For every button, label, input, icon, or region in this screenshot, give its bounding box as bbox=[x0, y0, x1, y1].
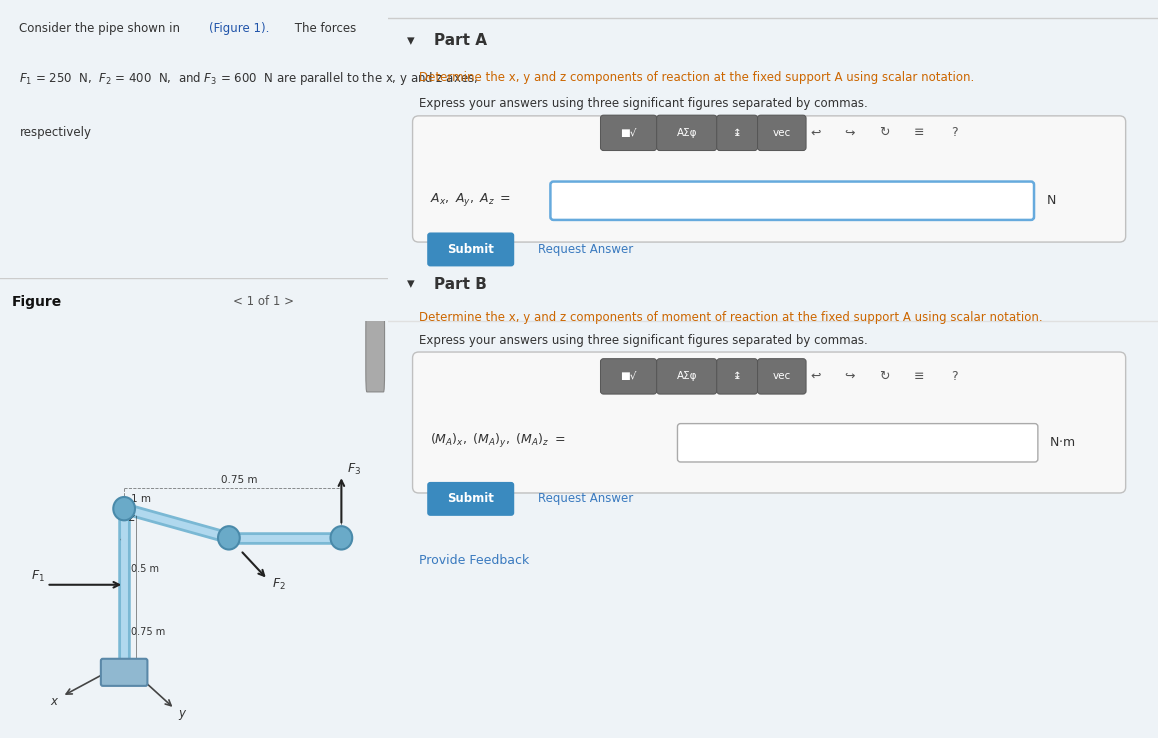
Text: Submit: Submit bbox=[447, 492, 493, 506]
Text: ▾: ▾ bbox=[408, 277, 415, 292]
FancyBboxPatch shape bbox=[427, 232, 514, 266]
Text: Provide Feedback: Provide Feedback bbox=[419, 554, 529, 568]
FancyBboxPatch shape bbox=[601, 359, 657, 394]
Text: ?: ? bbox=[951, 370, 958, 383]
Text: $F_1$: $F_1$ bbox=[31, 569, 45, 584]
Text: ↩: ↩ bbox=[811, 126, 821, 139]
Text: ↪: ↪ bbox=[844, 126, 856, 139]
Text: Request Answer: Request Answer bbox=[538, 492, 633, 506]
Text: $F_3$: $F_3$ bbox=[347, 462, 361, 477]
Text: $F_1$ = 250  N,  $F_2$ = 400  N,  and $F_3$ = 600  N are parallel to the x, y an: $F_1$ = 250 N, $F_2$ = 400 N, and $F_3$ … bbox=[20, 70, 478, 87]
Text: Part B: Part B bbox=[434, 277, 488, 292]
Text: ▾: ▾ bbox=[408, 33, 415, 48]
FancyBboxPatch shape bbox=[657, 115, 717, 151]
Text: y: y bbox=[178, 707, 185, 720]
FancyBboxPatch shape bbox=[412, 116, 1126, 242]
Text: vec: vec bbox=[772, 371, 791, 382]
FancyBboxPatch shape bbox=[412, 352, 1126, 493]
FancyBboxPatch shape bbox=[550, 182, 1034, 220]
Text: ↨: ↨ bbox=[733, 128, 741, 138]
Text: ΑΣφ: ΑΣφ bbox=[676, 371, 697, 382]
Text: z: z bbox=[129, 511, 134, 524]
FancyBboxPatch shape bbox=[657, 359, 717, 394]
Text: 0.75 m: 0.75 m bbox=[131, 627, 166, 637]
FancyBboxPatch shape bbox=[101, 659, 147, 686]
Text: 0.75 m: 0.75 m bbox=[221, 475, 257, 485]
Text: ↨: ↨ bbox=[733, 371, 741, 382]
Circle shape bbox=[113, 497, 135, 520]
FancyBboxPatch shape bbox=[601, 115, 657, 151]
Text: $(M_A)_x,\ (M_A)_y,\ (M_A)_z\ =$: $(M_A)_x,\ (M_A)_y,\ (M_A)_z\ =$ bbox=[431, 432, 566, 450]
Text: $A_x,\ A_y,\ A_z\ =$: $A_x,\ A_y,\ A_z\ =$ bbox=[431, 190, 512, 208]
Text: Determine the x, y and z components of reaction at the fixed support A using sca: Determine the x, y and z components of r… bbox=[419, 71, 974, 84]
Circle shape bbox=[330, 526, 352, 550]
Text: Part A: Part A bbox=[434, 33, 488, 48]
FancyBboxPatch shape bbox=[717, 115, 757, 151]
FancyBboxPatch shape bbox=[427, 482, 514, 516]
Text: Express your answers using three significant figures separated by commas.: Express your answers using three signifi… bbox=[419, 97, 867, 110]
Text: N$\cdot$m: N$\cdot$m bbox=[1049, 436, 1075, 449]
Text: 0.5 m: 0.5 m bbox=[131, 565, 159, 574]
Text: ■√: ■√ bbox=[621, 371, 637, 382]
Circle shape bbox=[218, 526, 240, 550]
Text: respectively: respectively bbox=[20, 126, 91, 139]
Text: N: N bbox=[1047, 194, 1056, 207]
Text: ↪: ↪ bbox=[844, 370, 856, 383]
Text: Express your answers using three significant figures separated by commas.: Express your answers using three signifi… bbox=[419, 334, 867, 348]
Text: ↻: ↻ bbox=[879, 126, 889, 139]
Text: ≡: ≡ bbox=[914, 370, 924, 383]
Text: The forces: The forces bbox=[291, 22, 357, 35]
Text: ↻: ↻ bbox=[879, 370, 889, 383]
Text: 1 m: 1 m bbox=[131, 494, 152, 504]
Text: vec: vec bbox=[772, 128, 791, 138]
Text: ↩: ↩ bbox=[811, 370, 821, 383]
Text: ≡: ≡ bbox=[914, 126, 924, 139]
FancyBboxPatch shape bbox=[717, 359, 757, 394]
Text: Figure: Figure bbox=[12, 294, 61, 308]
FancyBboxPatch shape bbox=[366, 308, 384, 392]
Text: $F_2$: $F_2$ bbox=[271, 577, 285, 592]
Text: Consider the pipe shown in: Consider the pipe shown in bbox=[20, 22, 184, 35]
Text: < 1 of 1 >: < 1 of 1 > bbox=[233, 295, 294, 308]
Text: Request Answer: Request Answer bbox=[538, 243, 633, 256]
Text: ΑΣφ: ΑΣφ bbox=[676, 128, 697, 138]
FancyBboxPatch shape bbox=[677, 424, 1038, 462]
Text: ?: ? bbox=[951, 126, 958, 139]
Text: x: x bbox=[51, 694, 58, 708]
FancyBboxPatch shape bbox=[757, 359, 806, 394]
Text: (Figure 1).: (Figure 1). bbox=[210, 22, 270, 35]
Text: ■√: ■√ bbox=[621, 128, 637, 138]
Text: Submit: Submit bbox=[447, 243, 493, 256]
Text: A: A bbox=[112, 668, 120, 680]
Text: Determine the x, y and z components of moment of reaction at the fixed support A: Determine the x, y and z components of m… bbox=[419, 311, 1042, 324]
FancyBboxPatch shape bbox=[757, 115, 806, 151]
